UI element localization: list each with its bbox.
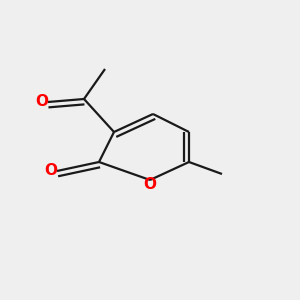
Text: O: O [44,163,57,178]
Text: O: O [35,94,48,109]
Text: O: O [143,177,157,192]
